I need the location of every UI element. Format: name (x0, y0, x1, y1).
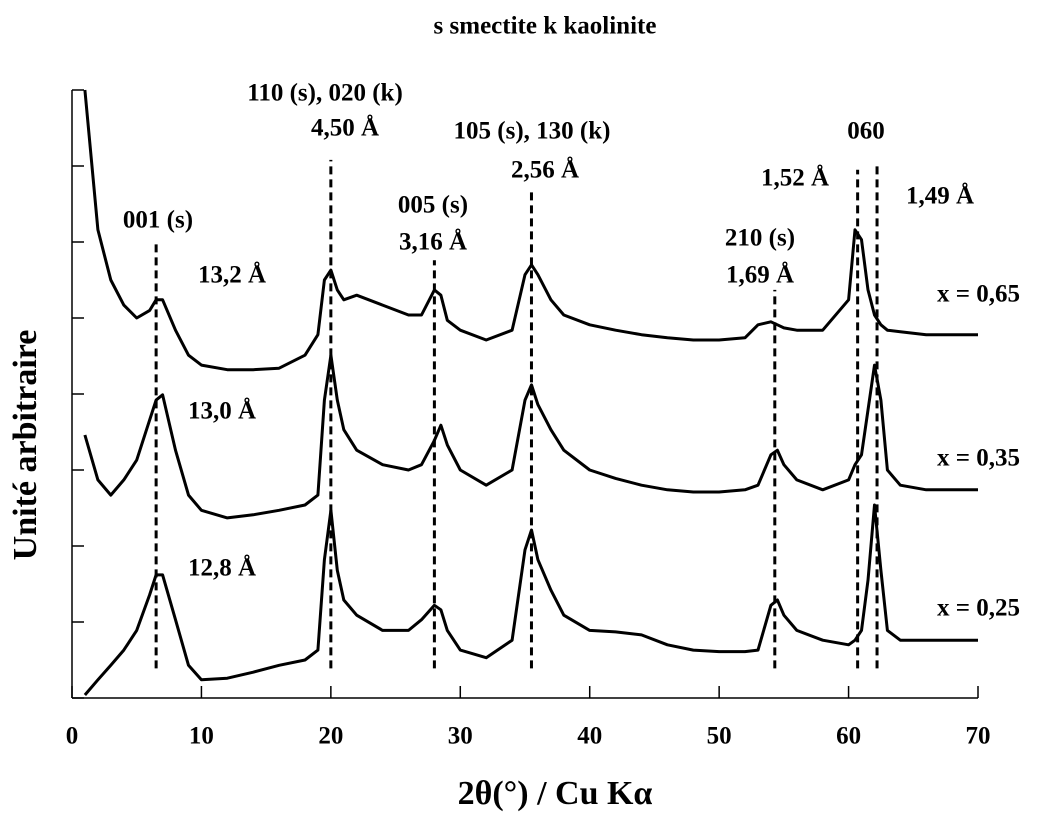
series-line (83, 353, 978, 520)
x-tick-label: 50 (707, 723, 732, 750)
chart-title: s smectite k kaolinite (434, 13, 657, 40)
x-tick-label: 10 (189, 723, 214, 750)
x-tick-label: 20 (318, 723, 343, 750)
annotation: 13,2 Å (198, 261, 266, 289)
annotation: 3,16 Å (399, 228, 467, 256)
annotation: 060 (847, 118, 885, 145)
annotation: 4,50 Å (311, 114, 379, 142)
series-label: x = 0,65 (937, 281, 1020, 308)
series-label: x = 0,35 (937, 445, 1020, 472)
annotation: 005 (s) (398, 192, 468, 219)
annotation: 001 (s) (123, 207, 193, 234)
annotation: 210 (s) (725, 225, 795, 252)
annotation: 2,56 Å (511, 156, 579, 184)
x-tick-label: 70 (966, 723, 991, 750)
annotation: 12,8 Å (188, 554, 256, 582)
annotation: 13,0 Å (188, 397, 256, 425)
y-axis-label: Unité arbitraire (7, 330, 44, 561)
series-label: x = 0,25 (937, 595, 1020, 622)
series-line (83, 89, 978, 372)
x-tick-label: 60 (836, 723, 861, 750)
annotation: 105 (s), 130 (k) (454, 118, 611, 145)
x-axis-label: 2θ(°) / Cu Kα (458, 775, 653, 812)
annotation: 1,69 Å (726, 261, 794, 289)
x-tick-label: 40 (577, 723, 602, 750)
x-tick-label: 0 (66, 723, 79, 750)
annotation: 1,49 Å (906, 182, 974, 210)
annotation: 1,52 Å (761, 164, 829, 192)
x-tick-label: 30 (448, 723, 473, 750)
series-line (83, 503, 978, 696)
annotation: 110 (s), 020 (k) (247, 80, 403, 107)
